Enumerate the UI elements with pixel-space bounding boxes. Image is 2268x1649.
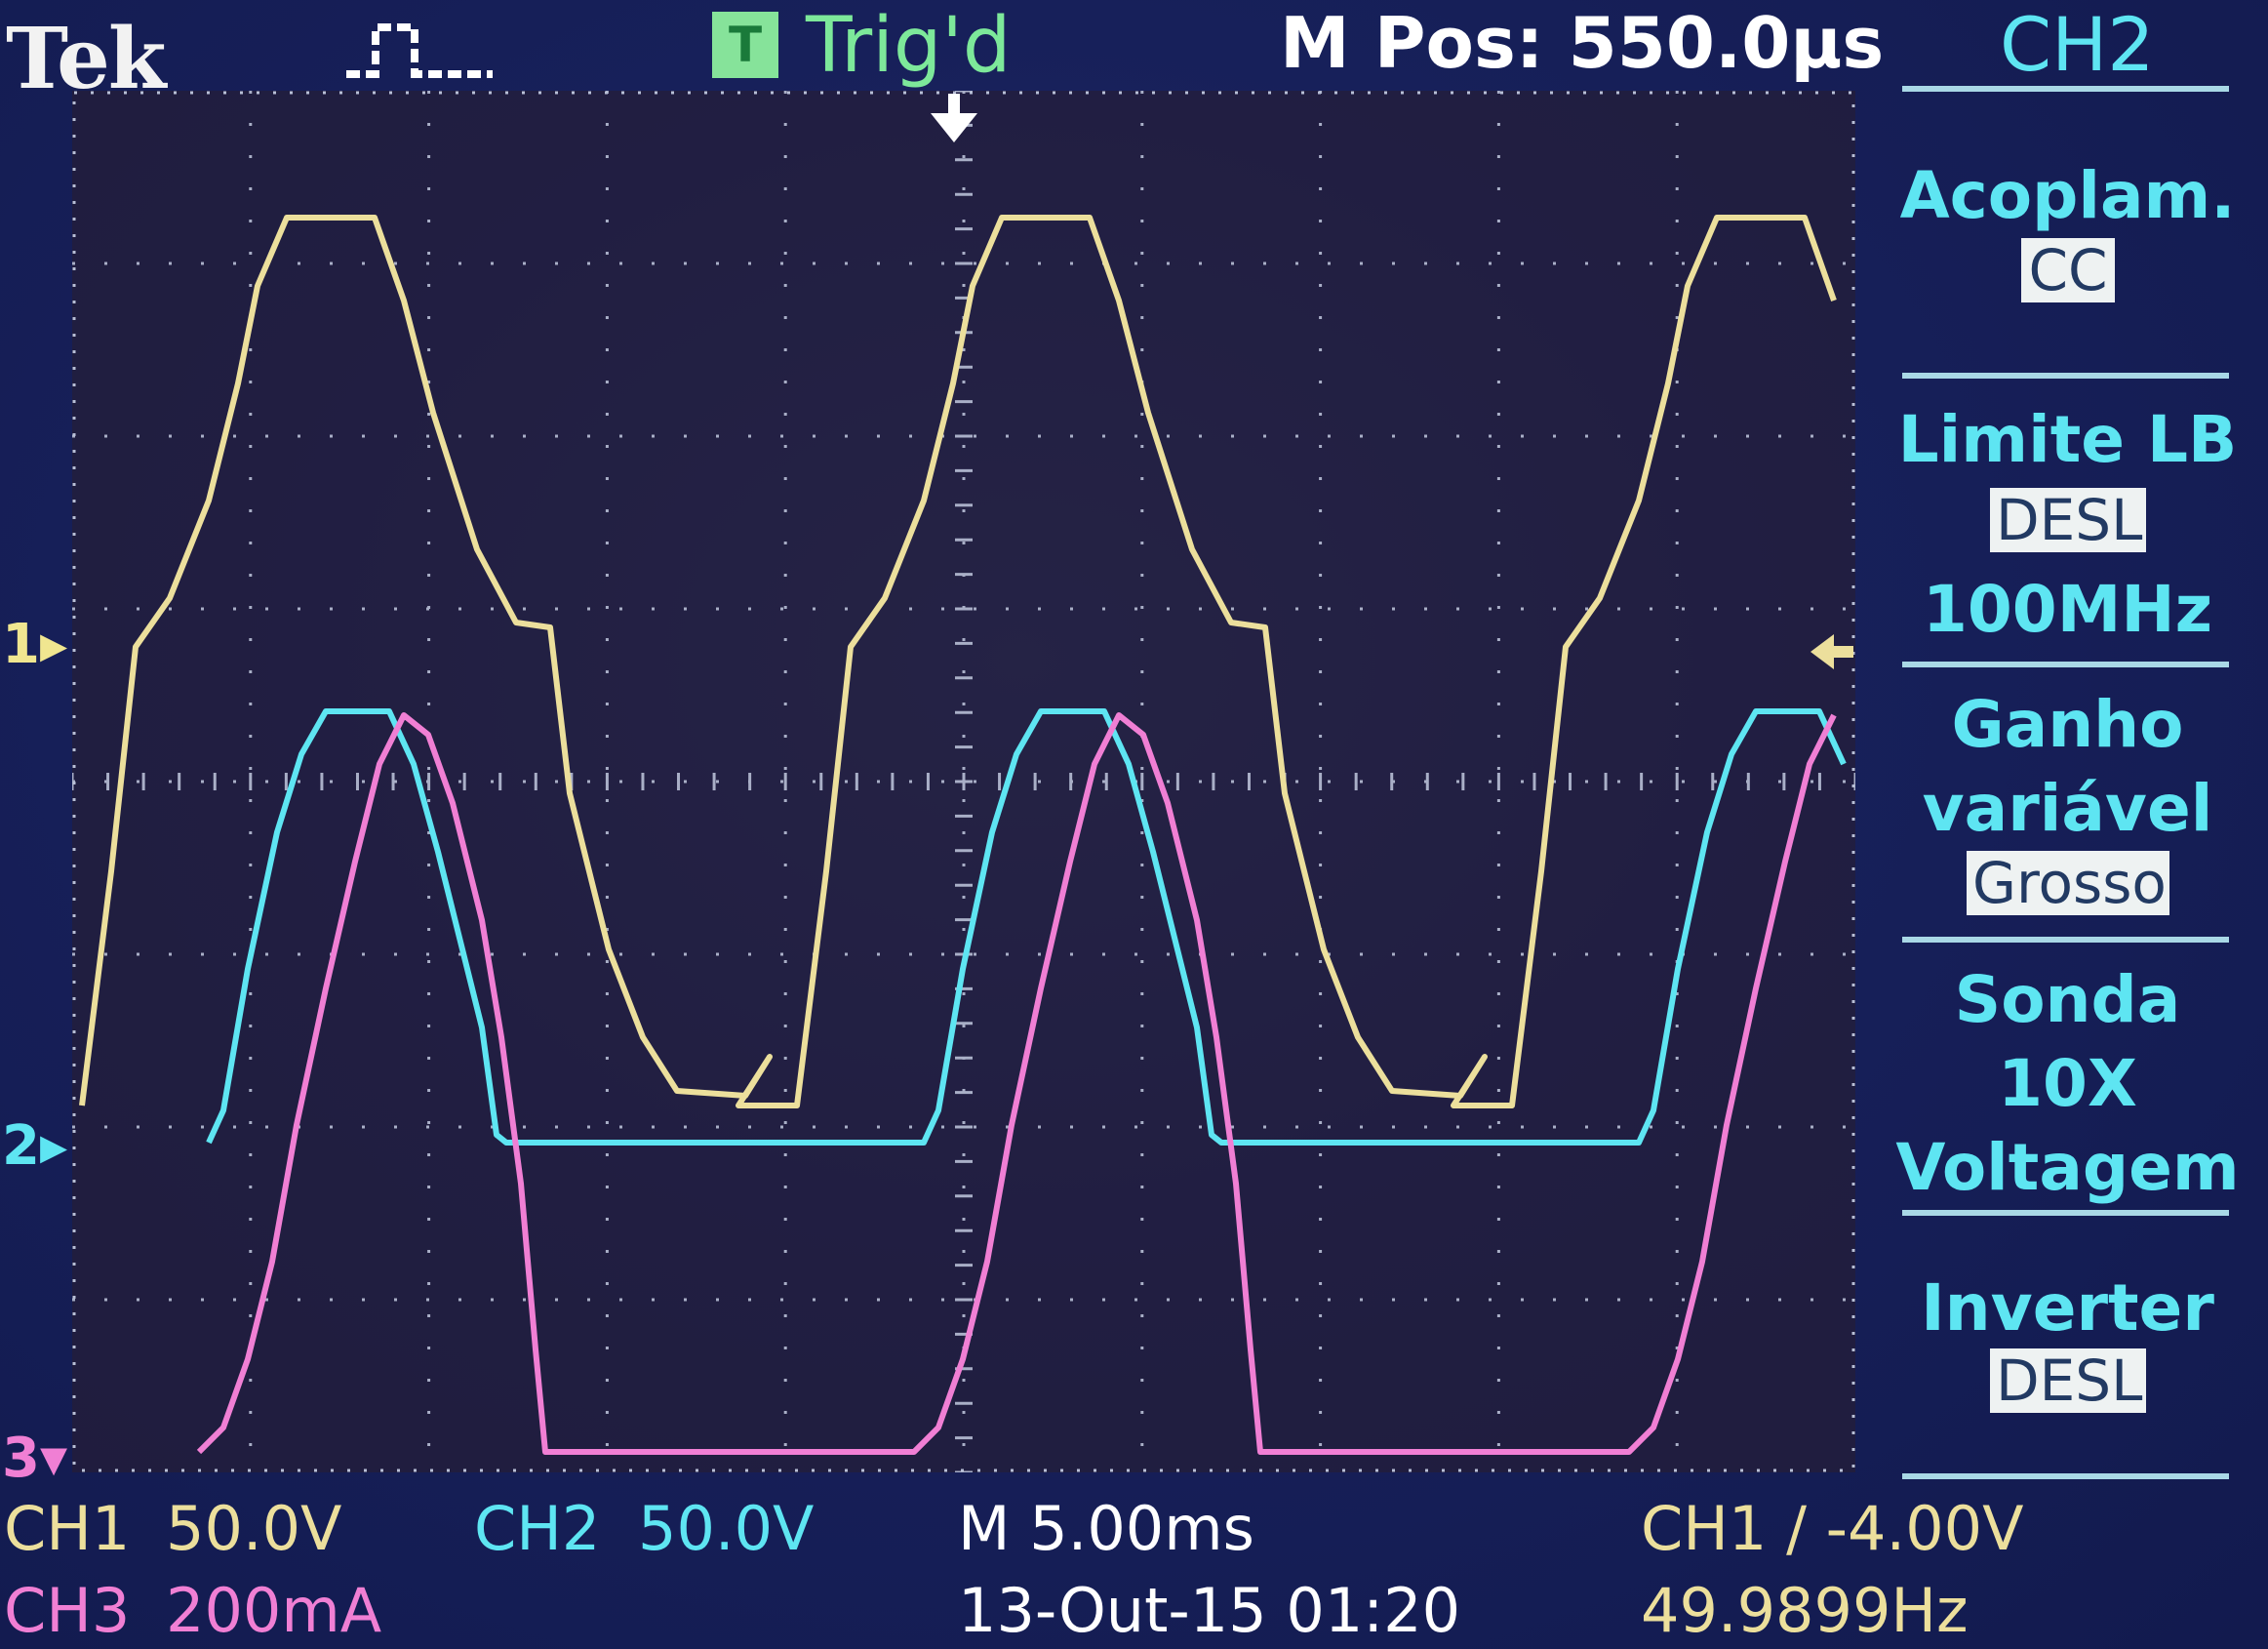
- ch1-scale: 50.0V: [166, 1493, 342, 1564]
- ch1-ground-marker: 1▸: [2, 613, 68, 676]
- variable-gain-label[interactable]: Ganho: [1951, 687, 2184, 762]
- menu-separator: [1902, 662, 2229, 667]
- probe-attenuation[interactable]: 10X: [1998, 1046, 2137, 1121]
- ch3-scale: 200mA: [166, 1575, 382, 1646]
- ch1-label: CH1: [4, 1493, 131, 1564]
- graticule-grid: [72, 91, 1855, 1472]
- menu-separator: [1902, 86, 2229, 92]
- probe-label[interactable]: Sonda: [1954, 962, 2181, 1037]
- bandwidth-limit-value[interactable]: DESL: [1990, 488, 2146, 552]
- waveform-graticule: [72, 91, 1855, 1472]
- trigger-position-down-arrow-icon: [931, 94, 977, 142]
- menu-separator: [1902, 937, 2229, 943]
- graticule-frame: [72, 91, 1855, 1472]
- variable-gain-value[interactable]: Grosso: [1967, 851, 2169, 915]
- ch2-waveform: [206, 708, 1847, 1146]
- invert-label[interactable]: Inverter: [1921, 1270, 2214, 1346]
- single-pulse-icon: [346, 23, 493, 78]
- frequency-readout: 49.9899Hz: [1641, 1575, 1969, 1646]
- ch3-label: CH3: [4, 1575, 131, 1646]
- variable-gain-label-line2[interactable]: variável: [1922, 771, 2213, 846]
- brand-logo: Tek: [6, 10, 166, 108]
- menu-separator: [1902, 373, 2229, 379]
- probe-type[interactable]: Voltagem: [1895, 1130, 2240, 1205]
- trigger-level-left-arrow-icon: [1810, 634, 1853, 669]
- ch2-scale: 50.0V: [638, 1493, 815, 1564]
- bandwidth-value: 100MHz: [1922, 572, 2213, 647]
- ch3-ground-marker: 3▾: [2, 1427, 68, 1490]
- timebase-readout: M 5.00ms: [958, 1493, 1254, 1564]
- ch3-waveform: [196, 712, 1837, 1455]
- trigger-readout: CH1 ∕ -4.00V: [1641, 1493, 2024, 1564]
- coupling-label[interactable]: Acoplam.: [1899, 158, 2236, 233]
- trigger-t-icon: T: [712, 12, 778, 78]
- trigger-status: Trig'd: [806, 2, 1012, 90]
- date-time: 13-Out-15 01:20: [958, 1575, 1461, 1646]
- menu-title: CH2: [2000, 1, 2155, 88]
- ch2-label: CH2: [474, 1493, 601, 1564]
- ch1-waveform: [79, 215, 1837, 1108]
- horizontal-position: M Pos: 550.0µs: [1280, 2, 1885, 84]
- bandwidth-limit-label[interactable]: Limite LB: [1897, 402, 2238, 477]
- menu-separator: [1902, 1473, 2229, 1479]
- coupling-value[interactable]: CC: [2021, 238, 2115, 302]
- menu-separator: [1902, 1210, 2229, 1216]
- invert-value[interactable]: DESL: [1990, 1348, 2146, 1413]
- ch2-ground-marker: 2▸: [2, 1114, 68, 1178]
